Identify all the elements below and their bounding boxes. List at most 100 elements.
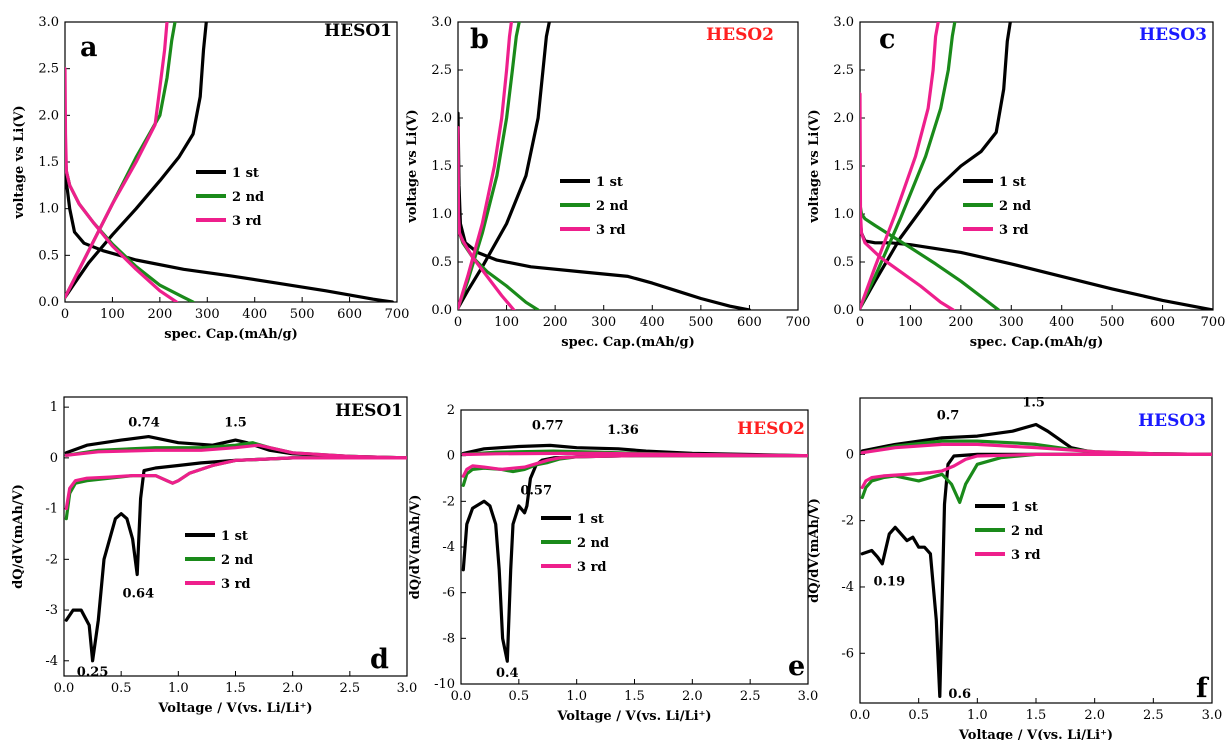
panel-a-xtick-label: 300 — [195, 307, 220, 322]
panel-a-ytick-label: 0.5 — [38, 248, 59, 263]
panel-d-ytick-label: -3 — [45, 603, 58, 618]
panel-f-title: HESO3 — [1138, 411, 1206, 431]
panel-b-letter: b — [470, 24, 489, 55]
panel-d-legend-label: 1 st — [221, 529, 248, 544]
panel-f-xtick-label: 3.0 — [1202, 708, 1223, 723]
panel-e-xtick-label: 1.5 — [624, 689, 645, 704]
panel-b-xlabel: spec. Cap.(mAh/g) — [561, 335, 694, 350]
panel-b-series-1st-line — [458, 22, 551, 310]
panel-b-series-3rd-line — [458, 126, 516, 310]
panel-f-annotation: 0.6 — [948, 687, 971, 702]
panel-a-letter: a — [80, 32, 98, 63]
panel-a-legend-label: 2 nd — [232, 190, 264, 205]
panel-a-ytick-label: 1.5 — [38, 155, 59, 170]
panel-f-series-1st-line — [860, 452, 1212, 698]
panel-c-ytick-label: 0.0 — [833, 303, 854, 318]
panel-d-series-2nd-line — [64, 456, 407, 521]
panel-b-title: HESO2 — [706, 25, 774, 45]
panel-d-xtick-label: 3.0 — [397, 681, 418, 696]
panel-e-legend-label: 1 st — [577, 512, 604, 527]
panel-a-xlabel: spec. Cap.(mAh/g) — [164, 327, 297, 342]
panel-c-xtick-label: 100 — [898, 315, 923, 330]
panel-b-frame — [457, 21, 799, 311]
panel-b-legend-label: 2 nd — [596, 199, 628, 214]
panel-c-series-2nd-line — [860, 22, 957, 310]
panel-c-series-2nd-line — [860, 202, 1001, 310]
panel-d-xtick-label: 2.5 — [339, 681, 360, 696]
panel-c-xtick-label: 700 — [1201, 315, 1226, 330]
panel-b-series-1st-line — [458, 111, 751, 310]
panel-a-series-3rd-line — [65, 67, 179, 302]
panel-e-title: HESO2 — [737, 419, 805, 439]
panel-e-annotation: 1.36 — [607, 423, 639, 438]
panel-b-xtick-label: 500 — [688, 315, 713, 330]
panel-e-ylabel: dQ/dV(mAh/V) — [408, 495, 423, 600]
panel-a-ytick-label: 2.5 — [38, 62, 59, 77]
panel-d-series-3rd-line — [64, 443, 407, 460]
panel-a-legend-label: 1 st — [232, 166, 259, 181]
panel-e-series-3rd-line — [461, 454, 808, 478]
panel-d-legend-label: 2 nd — [221, 553, 253, 568]
panel-c-ytick-label: 3.0 — [833, 15, 854, 30]
panel-e-xlabel: Voltage / V(vs. Li/Li⁺) — [556, 709, 711, 724]
panel-b: 0 100 200 300 400 500 600 700 0.0 0.5 1.0 1.5 2.0 2.5… — [405, 15, 810, 350]
panel-f-ytick-label: 0 — [846, 447, 854, 462]
panel-c-ytick-label: 2.5 — [833, 63, 854, 78]
panel-c-series-3rd-line — [860, 22, 940, 310]
panel-a-ytick-label: 0.0 — [38, 295, 59, 310]
panel-f-xtick-label: 1.5 — [1026, 708, 1047, 723]
panel-c: 0 100 200 300 400 500 600 700 0.0 0.5 1.0 1.5 2.0 2.5… — [807, 15, 1225, 350]
panel-a-title: HESO1 — [324, 21, 392, 41]
panel-f-ytick-label: -2 — [841, 514, 854, 529]
panel-f-series-2nd-line — [860, 452, 1212, 504]
panel-f-xlabel: Voltage / V(vs. Li/Li⁺) — [958, 728, 1113, 740]
panel-f-legend-label: 3 rd — [1011, 548, 1041, 563]
panel-b-ytick-label: 0.5 — [431, 255, 452, 270]
panel-d-xtick-label: 0.5 — [111, 681, 132, 696]
panel-b-xtick-label: 100 — [494, 315, 519, 330]
panel-c-title: HESO3 — [1139, 25, 1207, 45]
panel-d-series-3rd-line — [64, 456, 407, 511]
panel-c-ytick-label: 0.5 — [833, 255, 854, 270]
panel-e-xtick-label: 0.5 — [508, 689, 529, 704]
panel-c-xtick-label: 0 — [856, 315, 864, 330]
panel-f-ytick-label: -4 — [841, 580, 854, 595]
panel-e-xtick-label: 3.0 — [798, 689, 819, 704]
panel-c-ylabel: voltage vs Li(V) — [807, 109, 822, 223]
panel-c-letter: c — [879, 24, 895, 55]
panel-e-ytick-label: -10 — [434, 677, 455, 692]
panel-c-legend-label: 1 st — [999, 175, 1026, 190]
panel-a-xtick-label: 200 — [147, 307, 172, 322]
panel-f-annotation: 0.7 — [937, 409, 960, 424]
panel-a-series-3rd-line — [65, 22, 169, 299]
panel-f-legend-label: 1 st — [1011, 500, 1038, 515]
panel-a-ytick-label: 1.0 — [38, 202, 59, 217]
panel-d-legend-label: 3 rd — [221, 577, 251, 592]
panel-c-ytick-label: 1.5 — [833, 159, 854, 174]
panel-c-ytick-label: 2.0 — [833, 111, 854, 126]
panel-b-legend-label: 1 st — [596, 175, 623, 190]
panel-f-xtick-label: 2.0 — [1084, 708, 1105, 723]
panel-e-ytick-label: -8 — [442, 631, 455, 646]
panel-a-frame — [64, 21, 398, 303]
panel-e-xtick-label: 2.5 — [740, 689, 761, 704]
panel-e-ytick-label: -2 — [442, 494, 455, 509]
panel-a-ylabel: voltage vs Li(V) — [12, 105, 27, 219]
panel-c-xtick-label: 600 — [1150, 315, 1175, 330]
panel-d-annotation: 0.64 — [122, 586, 154, 601]
panel-e-annotation: 0.57 — [520, 483, 552, 498]
panel-a-xtick-label: 400 — [242, 307, 267, 322]
panel-b-ytick-label: 1.5 — [431, 159, 452, 174]
panel-e-ytick-label: -4 — [442, 540, 455, 555]
panel-d-ytick-label: -1 — [45, 502, 58, 517]
panel-e-legend-label: 3 rd — [577, 560, 607, 575]
panel-d-xtick-label: 2.0 — [282, 681, 303, 696]
panel-f-xtick-label: 0.5 — [908, 708, 929, 723]
panel-f-annotation: 0.19 — [873, 574, 905, 589]
panel-d-xlabel: Voltage / V(vs. Li/Li⁺) — [157, 701, 312, 716]
panel-f-legend-label: 2 nd — [1011, 524, 1043, 539]
panel-e-series-2nd-line — [461, 454, 808, 487]
panel-a-xtick-label: 500 — [290, 307, 315, 322]
panel-c-series-1st-line — [860, 217, 1213, 310]
